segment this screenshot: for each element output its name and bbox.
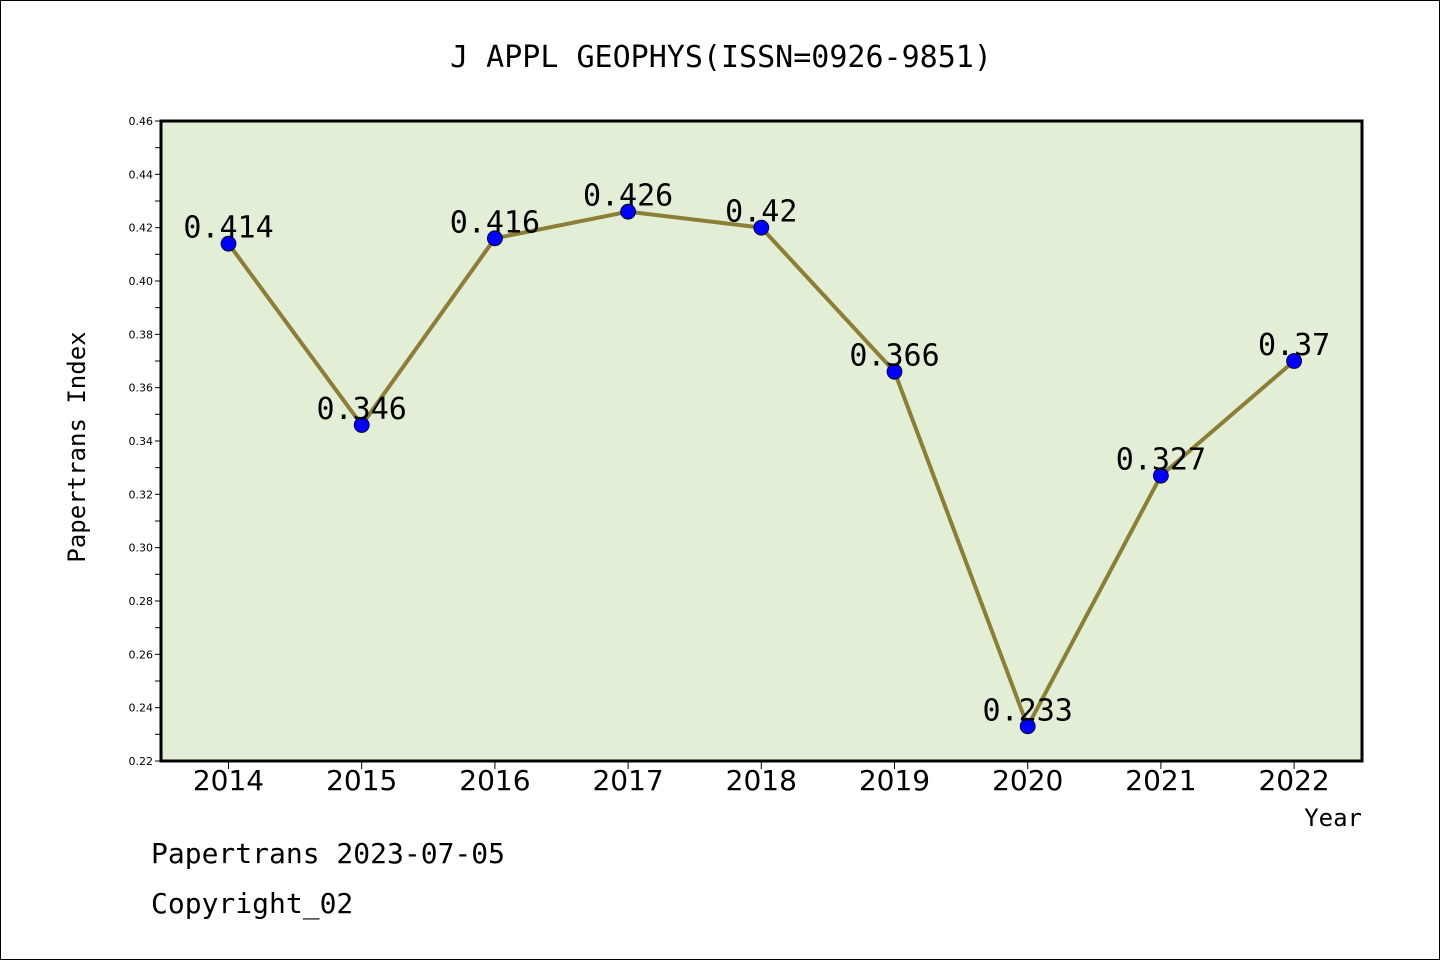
y-tick-label: 0.22 (129, 755, 154, 768)
data-point-marker (220, 235, 237, 252)
axis-ticks: 0.22 0.24 0.26 0.28 0.30 0.32 0.34 0.36 0.38 0.40… (129, 115, 1330, 797)
footer-copyright: Copyright_02 (151, 887, 354, 920)
x-tick-label: 2017 (592, 764, 663, 797)
data-point-marker (1019, 718, 1036, 735)
data-label: 0.414 (183, 211, 273, 246)
x-tick-label: 2020 (992, 764, 1063, 797)
data-point-marker (1153, 467, 1169, 484)
data-label: 0.37 (1258, 328, 1330, 363)
y-tick-label: 0.44 (129, 168, 154, 181)
data-point-marker (620, 203, 636, 220)
x-tick-label: 2019 (859, 764, 930, 797)
data-point-marker (753, 219, 770, 236)
y-tick-label: 0.42 (129, 222, 154, 235)
y-tick-label: 0.26 (129, 648, 154, 661)
footer-date: Papertrans 2023-07-05 (151, 837, 506, 870)
data-label: 0.426 (583, 179, 673, 214)
y-tick-label: 0.32 (129, 488, 154, 501)
data-point-marker (886, 363, 903, 380)
x-tick-label: 2021 (1125, 764, 1196, 797)
chart-title: J APPL GEOPHYS(ISSN=0926-9851) (450, 40, 992, 75)
y-tick-label: 0.24 (129, 702, 154, 715)
y-tick-label: 0.28 (129, 595, 154, 608)
x-tick-label: 2016 (459, 764, 530, 797)
x-tick-label: 2015 (326, 764, 397, 797)
x-tick-label: 2014 (193, 764, 264, 797)
y-tick-label: 0.36 (129, 382, 154, 395)
data-point-marker (353, 417, 370, 433)
y-axis-title: Papertrans Index (63, 331, 91, 562)
y-tick-label: 0.34 (129, 435, 154, 448)
x-tick-label: 2018 (726, 764, 797, 797)
y-tick-label: 0.30 (129, 542, 154, 555)
x-tick-label: 2022 (1258, 764, 1329, 797)
y-tick-label: 0.38 (129, 328, 154, 341)
data-label: 0.233 (983, 693, 1073, 728)
y-tick-label: 0.40 (129, 275, 154, 288)
data-point-marker (1286, 353, 1302, 369)
data-point-marker (486, 230, 503, 247)
data-label: 0.416 (450, 205, 540, 240)
data-label: 0.366 (849, 339, 939, 374)
plot-border (159, 119, 1364, 763)
y-tick-label: 0.46 (129, 115, 154, 128)
data-label: 0.327 (1116, 443, 1206, 478)
series-layer: 0.414 0.346 0.416 0.426 0.42 0.366 0.233 0.327 0… (183, 179, 1330, 735)
data-label: 0.346 (317, 392, 407, 427)
x-axis-title: Year (1304, 804, 1362, 832)
data-label: 0.42 (725, 195, 797, 230)
